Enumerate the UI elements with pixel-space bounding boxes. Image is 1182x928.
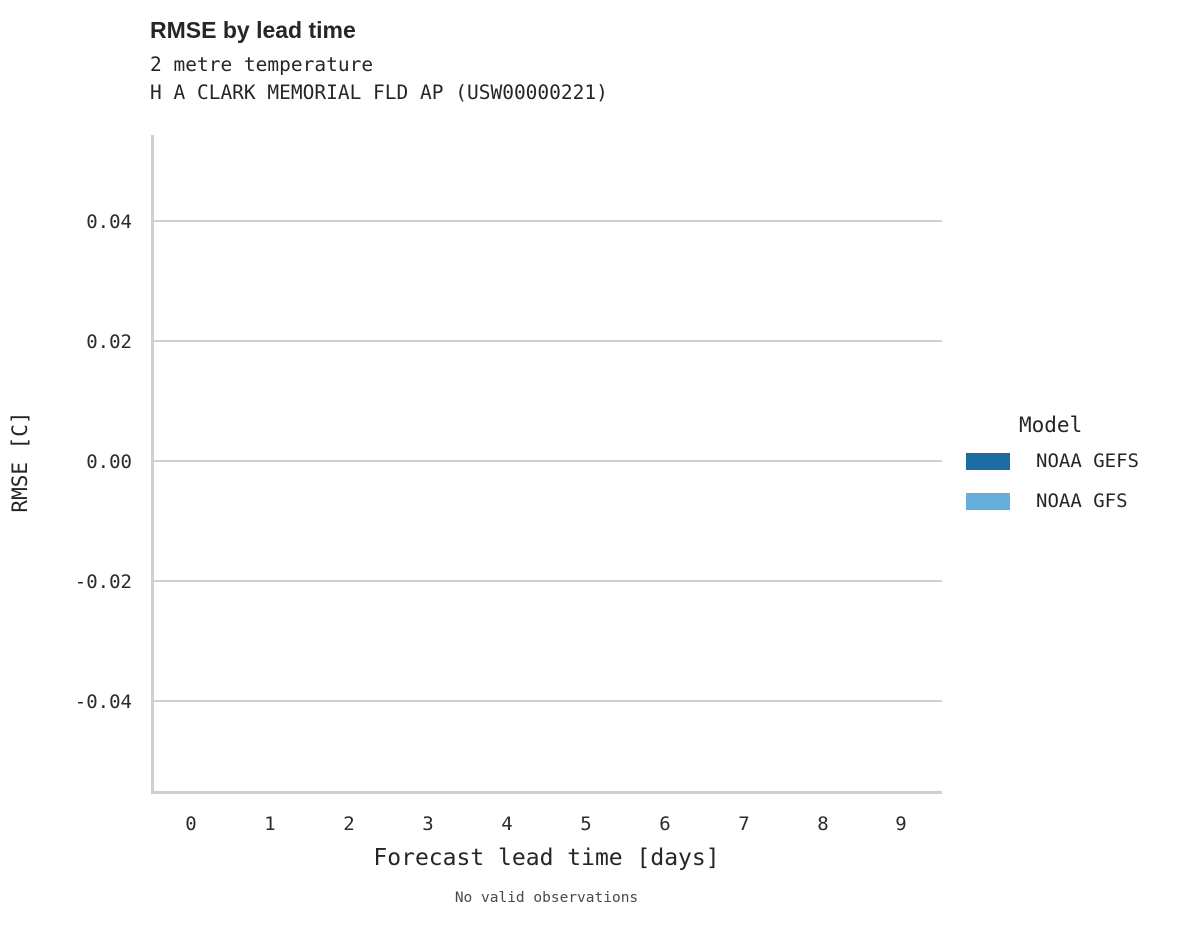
legend: Model NOAA GEFS NOAA GFS	[966, 412, 1166, 518]
y-axis-spine	[151, 135, 154, 794]
plot-area	[151, 135, 942, 794]
y-axis-tick-label: -0.04	[74, 691, 132, 713]
chart-title: RMSE by lead time	[150, 17, 356, 43]
gridline-0.04	[154, 220, 942, 222]
x-axis-tick-label: 1	[264, 813, 276, 835]
x-axis-tick-label: 8	[817, 813, 829, 835]
chart-subtitle-variable: 2 metre temperature	[150, 53, 374, 76]
x-axis-tick-label: 0	[185, 813, 197, 835]
legend-color-swatch	[966, 492, 1010, 510]
y-axis-tick-label: 0.04	[86, 211, 132, 233]
no-data-annotation: No valid observations	[454, 890, 639, 906]
x-axis-tick-label: 2	[343, 813, 355, 835]
gridline--0.02	[154, 580, 942, 582]
legend-color-swatch	[966, 452, 1010, 470]
x-axis-spine	[151, 791, 942, 794]
y-axis-tick-label: 0.02	[86, 331, 132, 353]
y-axis-tick-label: -0.02	[74, 571, 132, 593]
legend-title: Model	[1019, 413, 1083, 437]
x-axis-tick-label: 5	[580, 813, 592, 835]
legend-item-label: NOAA GFS	[1036, 490, 1128, 512]
y-axis-title: RMSE [C]	[8, 411, 32, 513]
x-axis-tick-label: 4	[501, 813, 513, 835]
x-axis-tick-label: 9	[895, 813, 907, 835]
gridline--0.04	[154, 700, 942, 702]
y-axis-tick-label: 0.00	[86, 451, 132, 473]
chart-subtitle-station: H A CLARK MEMORIAL FLD AP (USW00000221)	[150, 81, 608, 104]
x-axis-title: Forecast lead time [days]	[373, 845, 720, 871]
legend-item-noaa-gefs[interactable]: NOAA GEFS	[966, 444, 1166, 478]
x-axis-tick-label: 7	[738, 813, 750, 835]
x-axis-tick-label: 6	[659, 813, 671, 835]
legend-item-noaa-gfs[interactable]: NOAA GFS	[966, 484, 1166, 518]
legend-item-label: NOAA GEFS	[1036, 450, 1139, 472]
gridline-0.02	[154, 340, 942, 342]
gridline-0.00	[154, 460, 942, 462]
x-axis-tick-label: 3	[422, 813, 434, 835]
